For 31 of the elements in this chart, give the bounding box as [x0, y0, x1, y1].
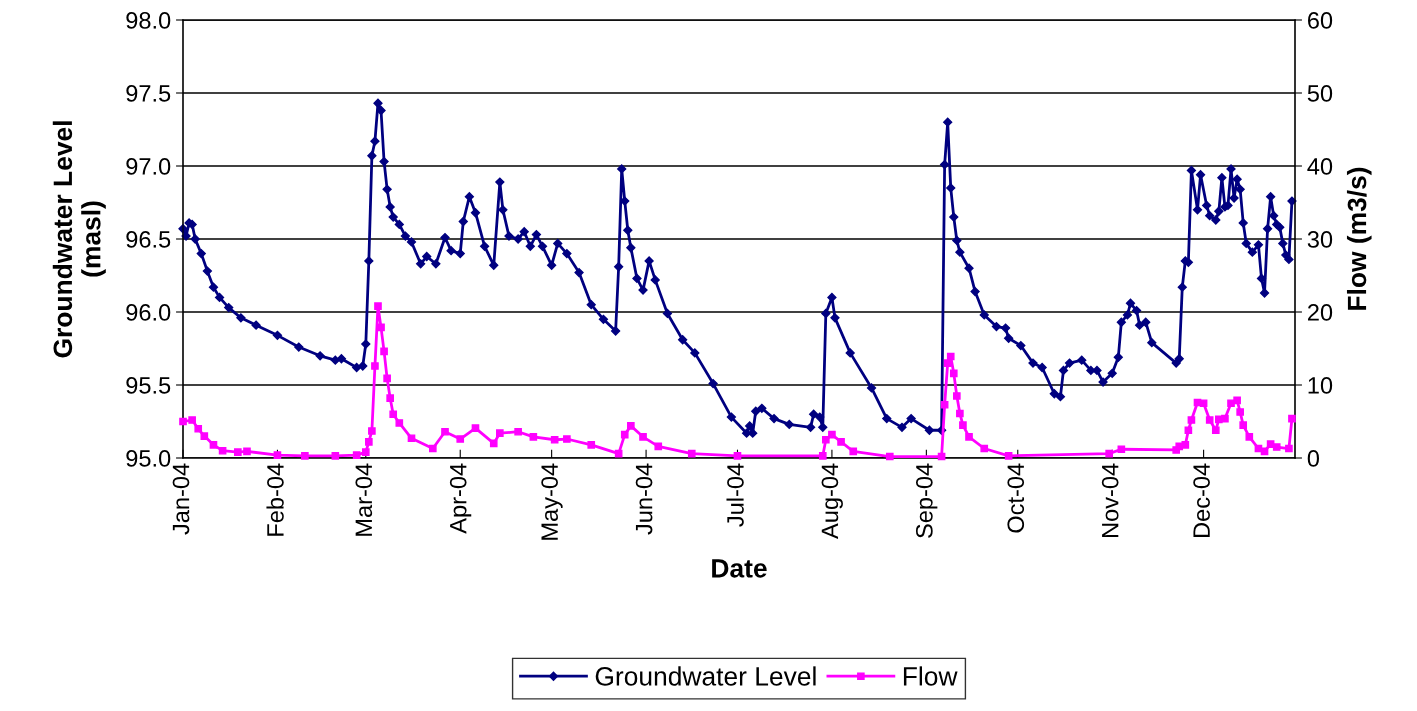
y2-axis-title: Flow (m3/s) — [1346, 167, 1372, 310]
y2-tick-label: 40 — [1307, 158, 1333, 175]
y-tick-label: 95.5 — [126, 377, 171, 394]
x-tick-label: Aug-04 — [821, 463, 843, 539]
x-tick-label: Nov-04 — [1101, 463, 1119, 538]
y-tick-label: 96.5 — [126, 231, 171, 248]
x-tick-label: Mar-04 — [355, 463, 373, 536]
y-tick-label: 97.5 — [126, 85, 171, 102]
y-tick-label: 98.0 — [126, 12, 171, 29]
x-tick-label: Oct-04 — [1007, 463, 1025, 533]
y2-tick-label: 20 — [1307, 304, 1333, 321]
y-tick-label: 96.0 — [126, 304, 171, 321]
y2-tick-label: 50 — [1307, 85, 1333, 102]
x-tick-label: Jul-04 — [726, 463, 744, 527]
y2-tick-label: 60 — [1308, 12, 1333, 29]
y-tick-label: 95.0 — [126, 450, 171, 467]
legend-label: Flow — [903, 666, 958, 686]
x-tick-label: Dec-04 — [1193, 463, 1210, 538]
x-tick-label: May-04 — [541, 463, 563, 540]
y-axis-title: Groundwater Level (masl) — [52, 121, 106, 358]
x-tick-label: Apr-04 — [449, 463, 472, 534]
x-tick-label: Jun-04 — [635, 463, 653, 535]
y2-tick-label: 10 — [1308, 377, 1333, 394]
x-tick-label: Feb-04 — [266, 463, 284, 536]
y2-tick-label: 0 — [1307, 450, 1320, 467]
x-tick-label: Sep-04 — [915, 463, 938, 538]
x-tick-label: Jan-04 — [172, 463, 190, 535]
x-axis-title: Date — [712, 559, 767, 578]
y-tick-label: 97.0 — [126, 158, 171, 175]
legend-label: Groundwater Level — [595, 666, 816, 686]
y2-tick-label: 30 — [1307, 231, 1333, 248]
